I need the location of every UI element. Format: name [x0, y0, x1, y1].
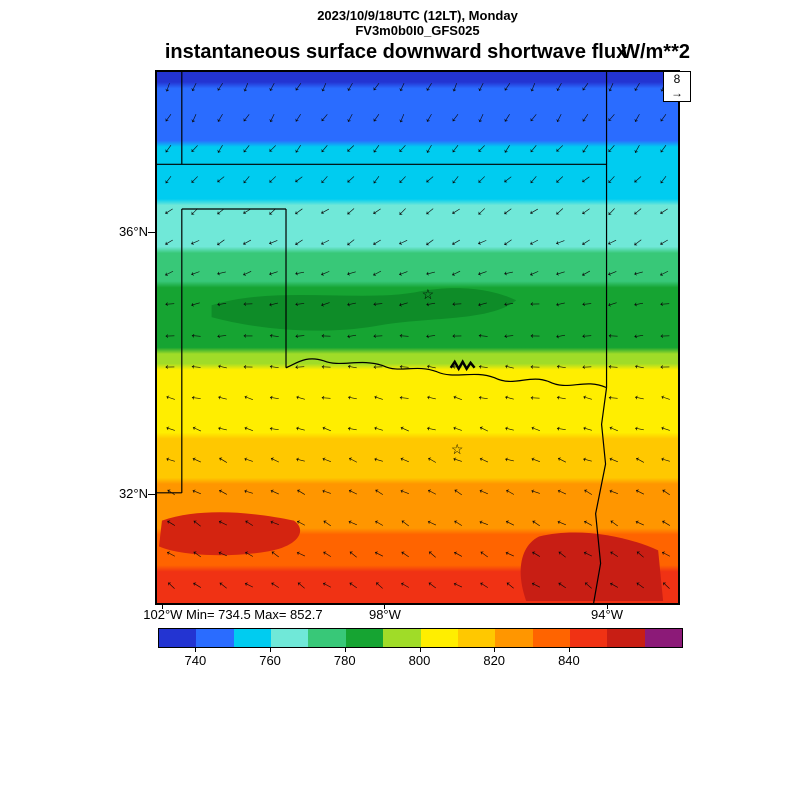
red-patch-right — [520, 532, 664, 602]
lon-tick-mark — [162, 603, 164, 609]
marker-layer: ☆ ☆ — [157, 72, 678, 603]
colorbar-tick-mark — [568, 648, 570, 652]
lon-tick-label: 94°W — [591, 607, 623, 622]
star-marker: ☆ — [421, 285, 435, 302]
colorbar-segment — [196, 629, 234, 647]
colorbar — [158, 628, 683, 648]
red-patch-left — [158, 512, 301, 556]
colorbar-tick-mark — [494, 648, 496, 652]
colorbar-segment — [420, 629, 458, 647]
star-marker: ☆ — [450, 441, 464, 457]
dark-green-patch — [211, 288, 517, 331]
lat-tick-mark — [148, 231, 155, 233]
colorbar-tick-label: 800 — [408, 653, 431, 668]
river-detail — [451, 362, 475, 369]
minmax-label: Min= 734.5 Max= 852.7 — [186, 607, 323, 622]
colorbar-ticks: 740 760 780 800 820 840 — [158, 648, 681, 670]
lon-tick-label: 102°W — [143, 607, 183, 622]
state-borders — [157, 72, 664, 603]
lat-tick-label: 36°N — [118, 224, 148, 240]
colorbar-tick-mark — [195, 648, 197, 652]
reference-vector-value: 8 — [673, 72, 681, 86]
lon-tick-label: 98°W — [368, 607, 401, 622]
lon-tick-mark — [606, 603, 608, 609]
model-line: FV3m0b0I0_GFS025 — [355, 23, 480, 38]
colorbar-segment — [495, 629, 533, 647]
colorbar-segment — [271, 629, 309, 647]
texas-east-border — [594, 388, 607, 603]
reference-vector-arrow-icon: → — [671, 86, 683, 100]
colorbar-tick-label: 780 — [333, 653, 356, 668]
colorbar-tick-label: 740 — [184, 653, 207, 668]
colorbar-segment — [383, 629, 421, 647]
lat-tick-label: 32°N — [118, 486, 148, 502]
units-label: W/m**2 — [621, 41, 690, 63]
plot-title: instantaneous surface downward shortwave… — [164, 41, 628, 63]
state-border-line — [157, 72, 607, 493]
datetime-line: 2023/10/9/18UTC (12LT), Monday — [317, 8, 518, 23]
colorbar-segment — [308, 629, 346, 647]
lat-tick-mark — [148, 493, 155, 495]
map-canvas: → → → → → → → → → → → → → → → → → → → → → → → → → → → → → → → → → → → → → → → →… — [155, 70, 680, 605]
colorbar-segment — [607, 629, 645, 647]
reference-vector-box: 8 → — [663, 71, 691, 102]
colorbar-tick-label: 820 — [483, 653, 506, 668]
colorbar-tick-label: 760 — [259, 653, 281, 668]
colorbar-segment — [532, 629, 570, 647]
lon-tick-mark — [384, 603, 386, 609]
colorbar-segment — [159, 629, 197, 647]
colorbar-segment — [569, 629, 608, 647]
colorbar-tick-label: 840 — [558, 653, 580, 668]
colorbar-tick-mark — [344, 648, 346, 652]
red-river-border — [286, 359, 607, 388]
colorbar-tick-mark — [270, 648, 272, 652]
colorbar-segment — [644, 629, 683, 647]
colorbar-segment — [457, 629, 496, 647]
colorbar-segment — [233, 629, 272, 647]
colorbar-segment — [345, 629, 384, 647]
colorbar-tick-mark — [419, 648, 421, 652]
